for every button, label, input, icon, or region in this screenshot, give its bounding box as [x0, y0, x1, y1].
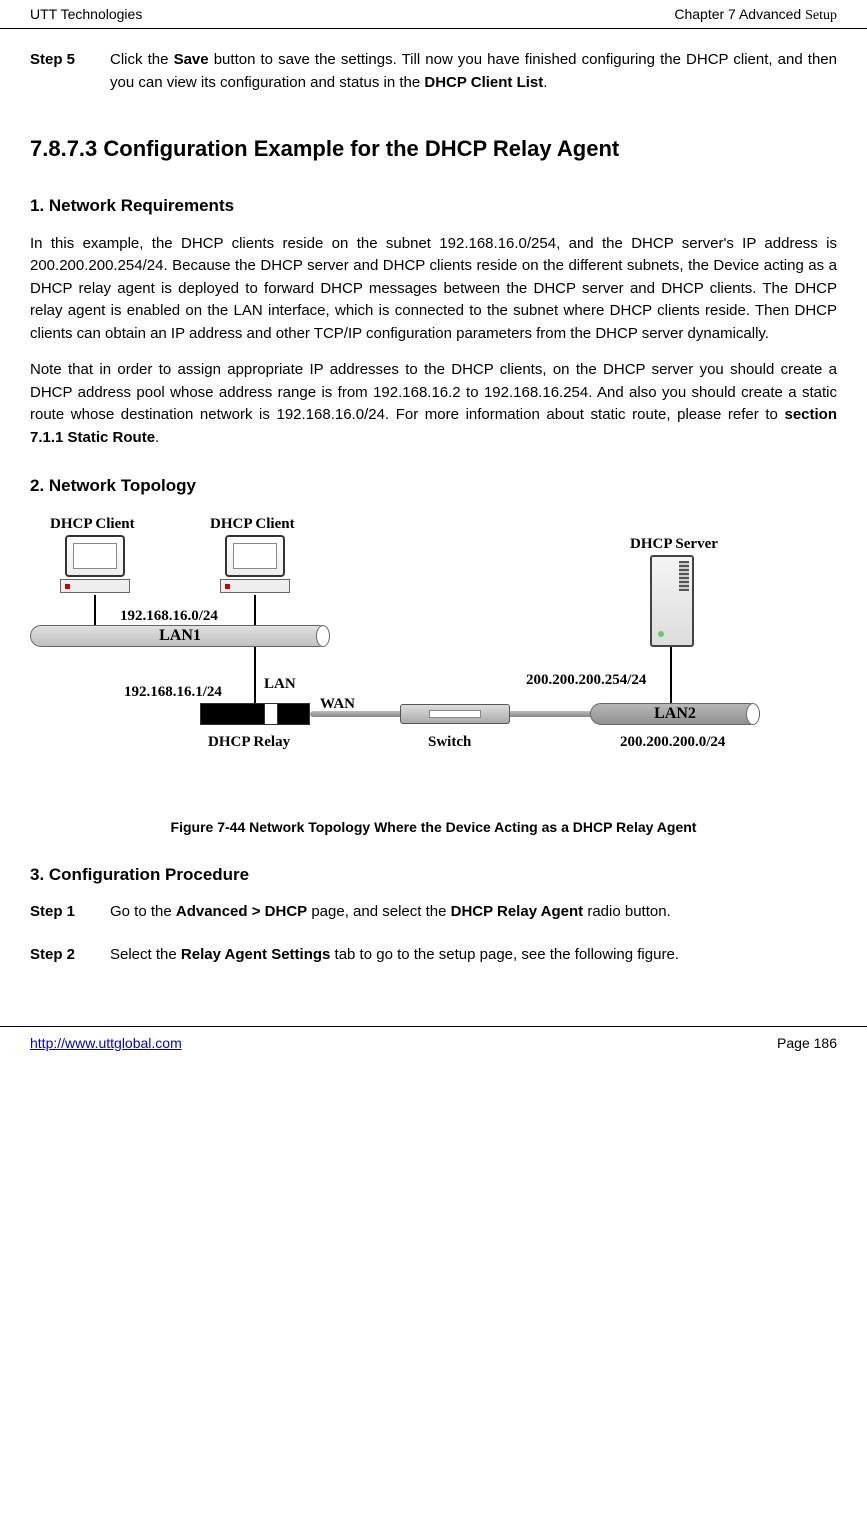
step1-label: Step 1 [30, 901, 110, 924]
line-client2 [254, 595, 256, 627]
dhcp-client2-label: DHCP Client [210, 513, 295, 536]
step2-label: Step 2 [30, 944, 110, 967]
switch-label: Switch [428, 731, 471, 754]
para2: Note that in order to assign appropriate… [30, 359, 837, 449]
figure-caption: Figure 7-44 Network Topology Where the D… [30, 817, 837, 838]
lan2-subnet: 200.200.200.0/24 [620, 731, 725, 754]
page-header: UTT Technologies Chapter 7 Advanced Setu… [0, 0, 867, 29]
step2-text: Select the Relay Agent Settings tab to g… [110, 944, 837, 967]
sub2-heading: 2. Network Topology [30, 473, 837, 499]
step2-block: Step 2 Select the Relay Agent Settings t… [30, 944, 837, 967]
line-server [670, 647, 672, 703]
step5-text: Click the Save button to save the settin… [110, 49, 837, 94]
step5-label: Step 5 [30, 49, 110, 94]
lan-label: LAN [264, 673, 296, 696]
relay-label: DHCP Relay [208, 731, 290, 754]
dhcp-server-label: DHCP Server [630, 533, 718, 556]
page-footer: http://www.uttglobal.com Page 186 [0, 1026, 867, 1064]
lan1-bar: LAN1 [30, 625, 330, 647]
line-client1 [94, 595, 96, 627]
step1-text: Go to the Advanced > DHCP page, and sele… [110, 901, 837, 924]
footer-page: Page 186 [777, 1033, 837, 1054]
page-body: Step 5 Click the Save button to save the… [0, 29, 867, 996]
line-lan-relay [254, 647, 256, 703]
switch-icon [400, 704, 510, 724]
footer-url[interactable]: http://www.uttglobal.com [30, 1033, 182, 1054]
step1-block: Step 1 Go to the Advanced > DHCP page, a… [30, 901, 837, 924]
dhcp-relay-icon [200, 703, 310, 725]
dhcp-client1-icon [60, 535, 130, 593]
header-right: Chapter 7 Advanced Setup [674, 4, 837, 26]
server-ip: 200.200.200.254/24 [526, 669, 646, 692]
topology-diagram: DHCP Client DHCP Client 192.168.16.0/24 … [30, 513, 770, 793]
section-heading: 7.8.7.3 Configuration Example for the DH… [30, 132, 837, 165]
para1: In this example, the DHCP clients reside… [30, 233, 837, 346]
header-left: UTT Technologies [30, 4, 142, 26]
sub3-heading: 3. Configuration Procedure [30, 862, 837, 888]
dhcp-client1-label: DHCP Client [50, 513, 135, 536]
lan2-bar: LAN2 [590, 703, 760, 725]
dhcp-server-icon [650, 555, 694, 647]
step5-block: Step 5 Click the Save button to save the… [30, 49, 837, 94]
sub1-heading: 1. Network Requirements [30, 193, 837, 219]
dhcp-client2-icon [220, 535, 290, 593]
lan-iface-ip: 192.168.16.1/24 [124, 681, 222, 704]
